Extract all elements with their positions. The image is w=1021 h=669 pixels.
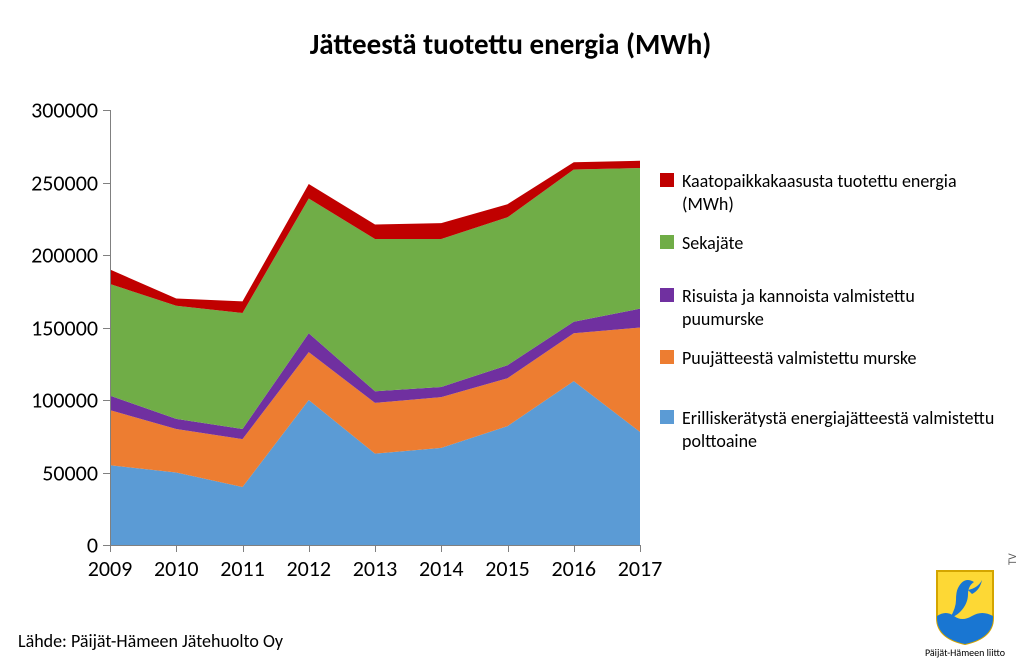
source-text: Lähde: Päijät-Hämeen Jätehuolto Oy xyxy=(18,630,283,652)
x-tick-label: 2013 xyxy=(353,555,398,582)
y-tick-label: 150000 xyxy=(0,314,98,341)
y-tick-label: 200000 xyxy=(0,242,98,269)
y-tick xyxy=(103,110,110,111)
legend-item: Risuista ja kannoista valmistettu puumur… xyxy=(660,285,1000,330)
chart-title: Jätteestä tuotettu energia (MWh) xyxy=(0,26,1021,62)
x-tick xyxy=(574,545,575,552)
x-tick xyxy=(375,545,376,552)
y-tick-label: 0 xyxy=(0,532,98,559)
legend-swatch xyxy=(660,410,674,424)
legend-swatch xyxy=(660,350,674,364)
legend-item: Puujätteestä valmistettu murske xyxy=(660,347,1000,370)
logo-caption: Päijät-Hämeen liitto xyxy=(924,646,1006,659)
side-date-text: TV 05/2018 xyxy=(1006,527,1021,565)
legend-label: Risuista ja kannoista valmistettu puumur… xyxy=(682,285,1000,330)
x-tick-label: 2017 xyxy=(618,555,663,582)
legend-item: Erilliskerätystä energiajätteestä valmis… xyxy=(660,407,1000,452)
x-tick-label: 2015 xyxy=(485,555,530,582)
x-tick xyxy=(441,545,442,552)
x-tick xyxy=(508,545,509,552)
y-tick-label: 250000 xyxy=(0,169,98,196)
y-tick xyxy=(103,400,110,401)
legend-swatch xyxy=(660,173,674,187)
y-tick xyxy=(103,183,110,184)
legend-swatch xyxy=(660,235,674,249)
legend-swatch xyxy=(660,288,674,302)
y-tick-label: 300000 xyxy=(0,97,98,124)
x-tick-label: 2016 xyxy=(551,555,596,582)
x-tick xyxy=(110,545,111,552)
legend-label: Kaatopaikkakaasusta tuotettu energia (MW… xyxy=(682,170,1000,215)
chart-container: Jätteestä tuotettu energia (MWh) 0500001… xyxy=(0,0,1021,669)
y-tick xyxy=(103,255,110,256)
x-tick-label: 2014 xyxy=(419,555,464,582)
y-tick xyxy=(103,328,110,329)
y-tick xyxy=(103,473,110,474)
x-tick-label: 2009 xyxy=(88,555,133,582)
x-tick-label: 2012 xyxy=(286,555,331,582)
x-tick xyxy=(640,545,641,552)
legend-label: Erilliskerätystä energiajätteestä valmis… xyxy=(682,407,1000,452)
y-tick-label: 50000 xyxy=(0,459,98,486)
x-tick xyxy=(309,545,310,552)
logo-svg xyxy=(934,568,996,646)
x-tick xyxy=(243,545,244,552)
x-tick-label: 2011 xyxy=(220,555,265,582)
legend-label: Sekajäte xyxy=(682,232,743,255)
y-tick xyxy=(103,545,110,546)
area-chart-svg xyxy=(110,110,640,545)
legend-item: Sekajäte xyxy=(660,232,1000,255)
y-axis-line xyxy=(110,110,111,545)
y-tick-label: 100000 xyxy=(0,387,98,414)
legend-label: Puujätteestä valmistettu murske xyxy=(682,347,916,370)
logo: Päijät-Hämeen liitto xyxy=(934,568,996,664)
x-axis-line xyxy=(110,545,640,546)
x-tick-label: 2010 xyxy=(154,555,199,582)
legend-item: Kaatopaikkakaasusta tuotettu energia (MW… xyxy=(660,170,1000,215)
x-tick xyxy=(176,545,177,552)
plot-area: 0500001000001500002000002500003000002009… xyxy=(110,110,640,545)
